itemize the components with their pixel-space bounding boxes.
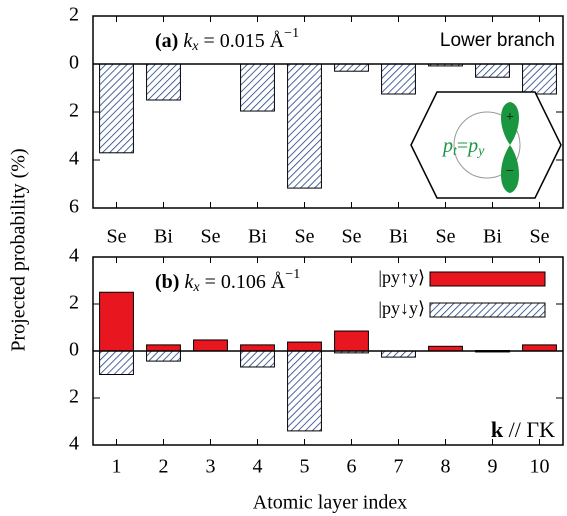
legend-label: |py↑y⟩: [378, 267, 425, 287]
bar: [193, 339, 228, 352]
k: k: [491, 417, 504, 442]
k: k: [183, 30, 193, 52]
text: = 0.015 Å: [198, 30, 284, 52]
bar: [240, 350, 275, 368]
y-tick-label: 2: [69, 100, 79, 122]
bar: [99, 63, 134, 154]
x-tick-label: 9: [488, 456, 498, 478]
x-tick-label: 2: [159, 456, 169, 478]
x-tick-label: Se: [530, 226, 550, 248]
hexagon: [410, 91, 562, 199]
y-axis-label: Projected probability (%): [8, 148, 30, 351]
t: t: [453, 144, 458, 159]
x-tick-label: Se: [107, 226, 127, 248]
bar: [146, 350, 181, 362]
y-tick-label: 2: [69, 292, 79, 314]
eq: =: [457, 135, 468, 157]
x-axis-label: Atomic layer index: [253, 492, 407, 514]
x-tick-label: 7: [394, 456, 404, 478]
x-tick-label: Bi: [483, 226, 502, 248]
sub: x: [191, 39, 199, 54]
x-tick-label: Se: [295, 226, 315, 248]
legend-swatch: [429, 302, 546, 318]
bar: [522, 344, 557, 352]
y-tick-label: 2: [69, 386, 79, 408]
bar: [334, 330, 369, 352]
note: k // ΓK: [491, 417, 555, 442]
bar: [146, 63, 181, 101]
bar: [287, 341, 322, 352]
y-tick-label: 4: [69, 148, 79, 170]
legend-swatch: [429, 271, 546, 287]
bar: [99, 350, 134, 375]
minus: −: [506, 164, 514, 179]
x-tick-label: 8: [441, 456, 451, 478]
x-tick-label: 3: [206, 456, 216, 478]
x-tick-label: Bi: [389, 226, 408, 248]
legend-label: |py↓y⟩: [378, 298, 425, 318]
inset: + − pt=py: [410, 91, 562, 199]
bar: [240, 63, 275, 112]
bar: [146, 344, 181, 352]
inset-label: pt=py: [441, 135, 485, 160]
y-tick-label: 6: [69, 196, 79, 218]
plus: +: [506, 110, 514, 125]
p: p: [466, 135, 478, 157]
bar: [522, 63, 557, 95]
x-tick-label: Se: [342, 226, 362, 248]
x-tick-label: 1: [112, 456, 122, 478]
y-tick-label: 0: [69, 52, 79, 74]
bar: [287, 350, 322, 432]
circle: [453, 111, 521, 179]
x-tick-label: 4: [253, 456, 263, 478]
y-tick-label: 4: [69, 245, 79, 267]
sup: −1: [284, 26, 299, 41]
annotation: (b) kx = 0.106 Å−1: [155, 267, 300, 295]
x-tick-label: 10: [530, 456, 550, 478]
panel-label: (a): [155, 30, 178, 52]
text: // ΓK: [503, 417, 555, 442]
sup: −1: [285, 267, 300, 282]
sub: x: [192, 280, 200, 295]
y-tick-label: 2: [69, 4, 79, 26]
orbital: [501, 102, 519, 193]
y-tick-label: 0: [69, 339, 79, 361]
x-tick-label: Se: [201, 226, 221, 248]
bar: [381, 63, 416, 95]
panel-label: (b): [155, 271, 179, 293]
bar: [99, 291, 134, 352]
bar: [381, 350, 416, 358]
k: k: [184, 271, 194, 293]
bar: [475, 63, 510, 78]
bar: [287, 63, 322, 189]
annotation: (a) kx = 0.015 Å−1: [155, 26, 299, 54]
y: y: [476, 144, 485, 159]
x-tick-label: 5: [300, 456, 310, 478]
bar: [240, 344, 275, 352]
text: = 0.106 Å: [200, 271, 286, 293]
note: Lower branch: [440, 30, 555, 51]
y-tick-label: 4: [69, 433, 79, 455]
p: p: [441, 135, 453, 157]
x-tick-label: Se: [436, 226, 456, 248]
x-tick-label: 6: [347, 456, 357, 478]
x-tick-label: Bi: [154, 226, 173, 248]
x-tick-label: Bi: [248, 226, 267, 248]
bar: [334, 63, 369, 72]
